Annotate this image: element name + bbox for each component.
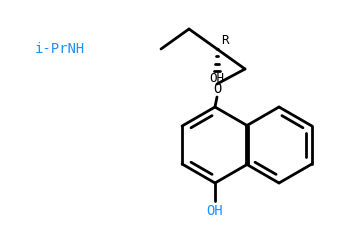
- Text: OH: OH: [209, 73, 224, 86]
- Text: OH: OH: [207, 204, 223, 218]
- Text: R: R: [221, 35, 229, 48]
- Text: i-PrNH: i-PrNH: [35, 42, 85, 56]
- Text: O: O: [213, 82, 221, 96]
